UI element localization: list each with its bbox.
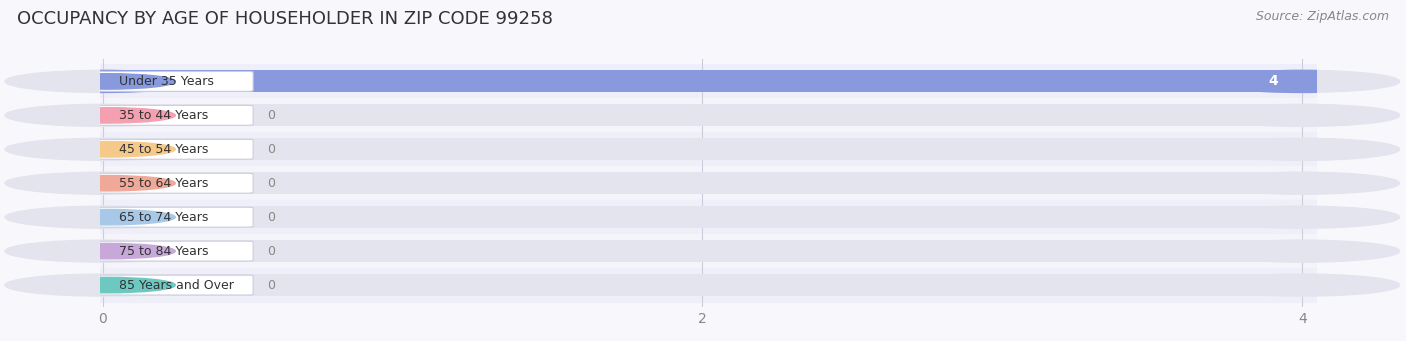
Text: Source: ZipAtlas.com: Source: ZipAtlas.com [1256, 10, 1389, 23]
Circle shape [6, 70, 200, 92]
Bar [103, 138, 1302, 160]
Circle shape [6, 206, 200, 228]
Text: 0: 0 [267, 143, 276, 156]
Bar [100, 166, 1317, 200]
Bar [103, 206, 1302, 228]
Bar [100, 268, 1317, 302]
Bar [100, 200, 1317, 234]
Bar [103, 172, 1302, 194]
Text: 85 Years and Over: 85 Years and Over [120, 279, 233, 292]
Bar [103, 240, 1302, 262]
FancyBboxPatch shape [97, 241, 253, 261]
Circle shape [39, 209, 176, 225]
Bar [100, 64, 1317, 98]
Circle shape [6, 240, 200, 262]
Bar [103, 70, 1302, 92]
Circle shape [39, 176, 176, 191]
Circle shape [1205, 104, 1399, 127]
Circle shape [39, 74, 176, 89]
Text: 4: 4 [1268, 74, 1278, 88]
Text: 45 to 54 Years: 45 to 54 Years [120, 143, 208, 156]
Circle shape [6, 172, 200, 194]
Circle shape [39, 142, 176, 157]
FancyBboxPatch shape [97, 105, 253, 125]
Text: Under 35 Years: Under 35 Years [120, 75, 214, 88]
Circle shape [6, 70, 200, 92]
Bar [103, 104, 1302, 127]
Circle shape [1205, 138, 1399, 160]
FancyBboxPatch shape [97, 173, 253, 193]
Text: 0: 0 [267, 279, 276, 292]
Text: 0: 0 [267, 211, 276, 224]
Text: 65 to 74 Years: 65 to 74 Years [120, 211, 208, 224]
Circle shape [6, 274, 200, 296]
Text: 35 to 44 Years: 35 to 44 Years [120, 109, 208, 122]
Bar [103, 274, 1302, 296]
Circle shape [39, 243, 176, 259]
Circle shape [39, 277, 176, 293]
Circle shape [1205, 70, 1399, 92]
Text: OCCUPANCY BY AGE OF HOUSEHOLDER IN ZIP CODE 99258: OCCUPANCY BY AGE OF HOUSEHOLDER IN ZIP C… [17, 10, 553, 28]
Text: 0: 0 [267, 109, 276, 122]
Bar [103, 70, 1302, 92]
FancyBboxPatch shape [97, 275, 253, 295]
Circle shape [1205, 206, 1399, 228]
FancyBboxPatch shape [97, 139, 253, 159]
Text: 0: 0 [267, 244, 276, 258]
Circle shape [1205, 274, 1399, 296]
Circle shape [6, 104, 200, 127]
Circle shape [1205, 172, 1399, 194]
Circle shape [39, 108, 176, 123]
Text: 0: 0 [267, 177, 276, 190]
FancyBboxPatch shape [97, 207, 253, 227]
Bar [100, 132, 1317, 166]
Circle shape [6, 138, 200, 160]
Text: 75 to 84 Years: 75 to 84 Years [120, 244, 208, 258]
Circle shape [1205, 70, 1399, 92]
FancyBboxPatch shape [97, 72, 253, 91]
Circle shape [1205, 240, 1399, 262]
Text: 55 to 64 Years: 55 to 64 Years [120, 177, 208, 190]
Bar [100, 234, 1317, 268]
Bar [100, 98, 1317, 132]
